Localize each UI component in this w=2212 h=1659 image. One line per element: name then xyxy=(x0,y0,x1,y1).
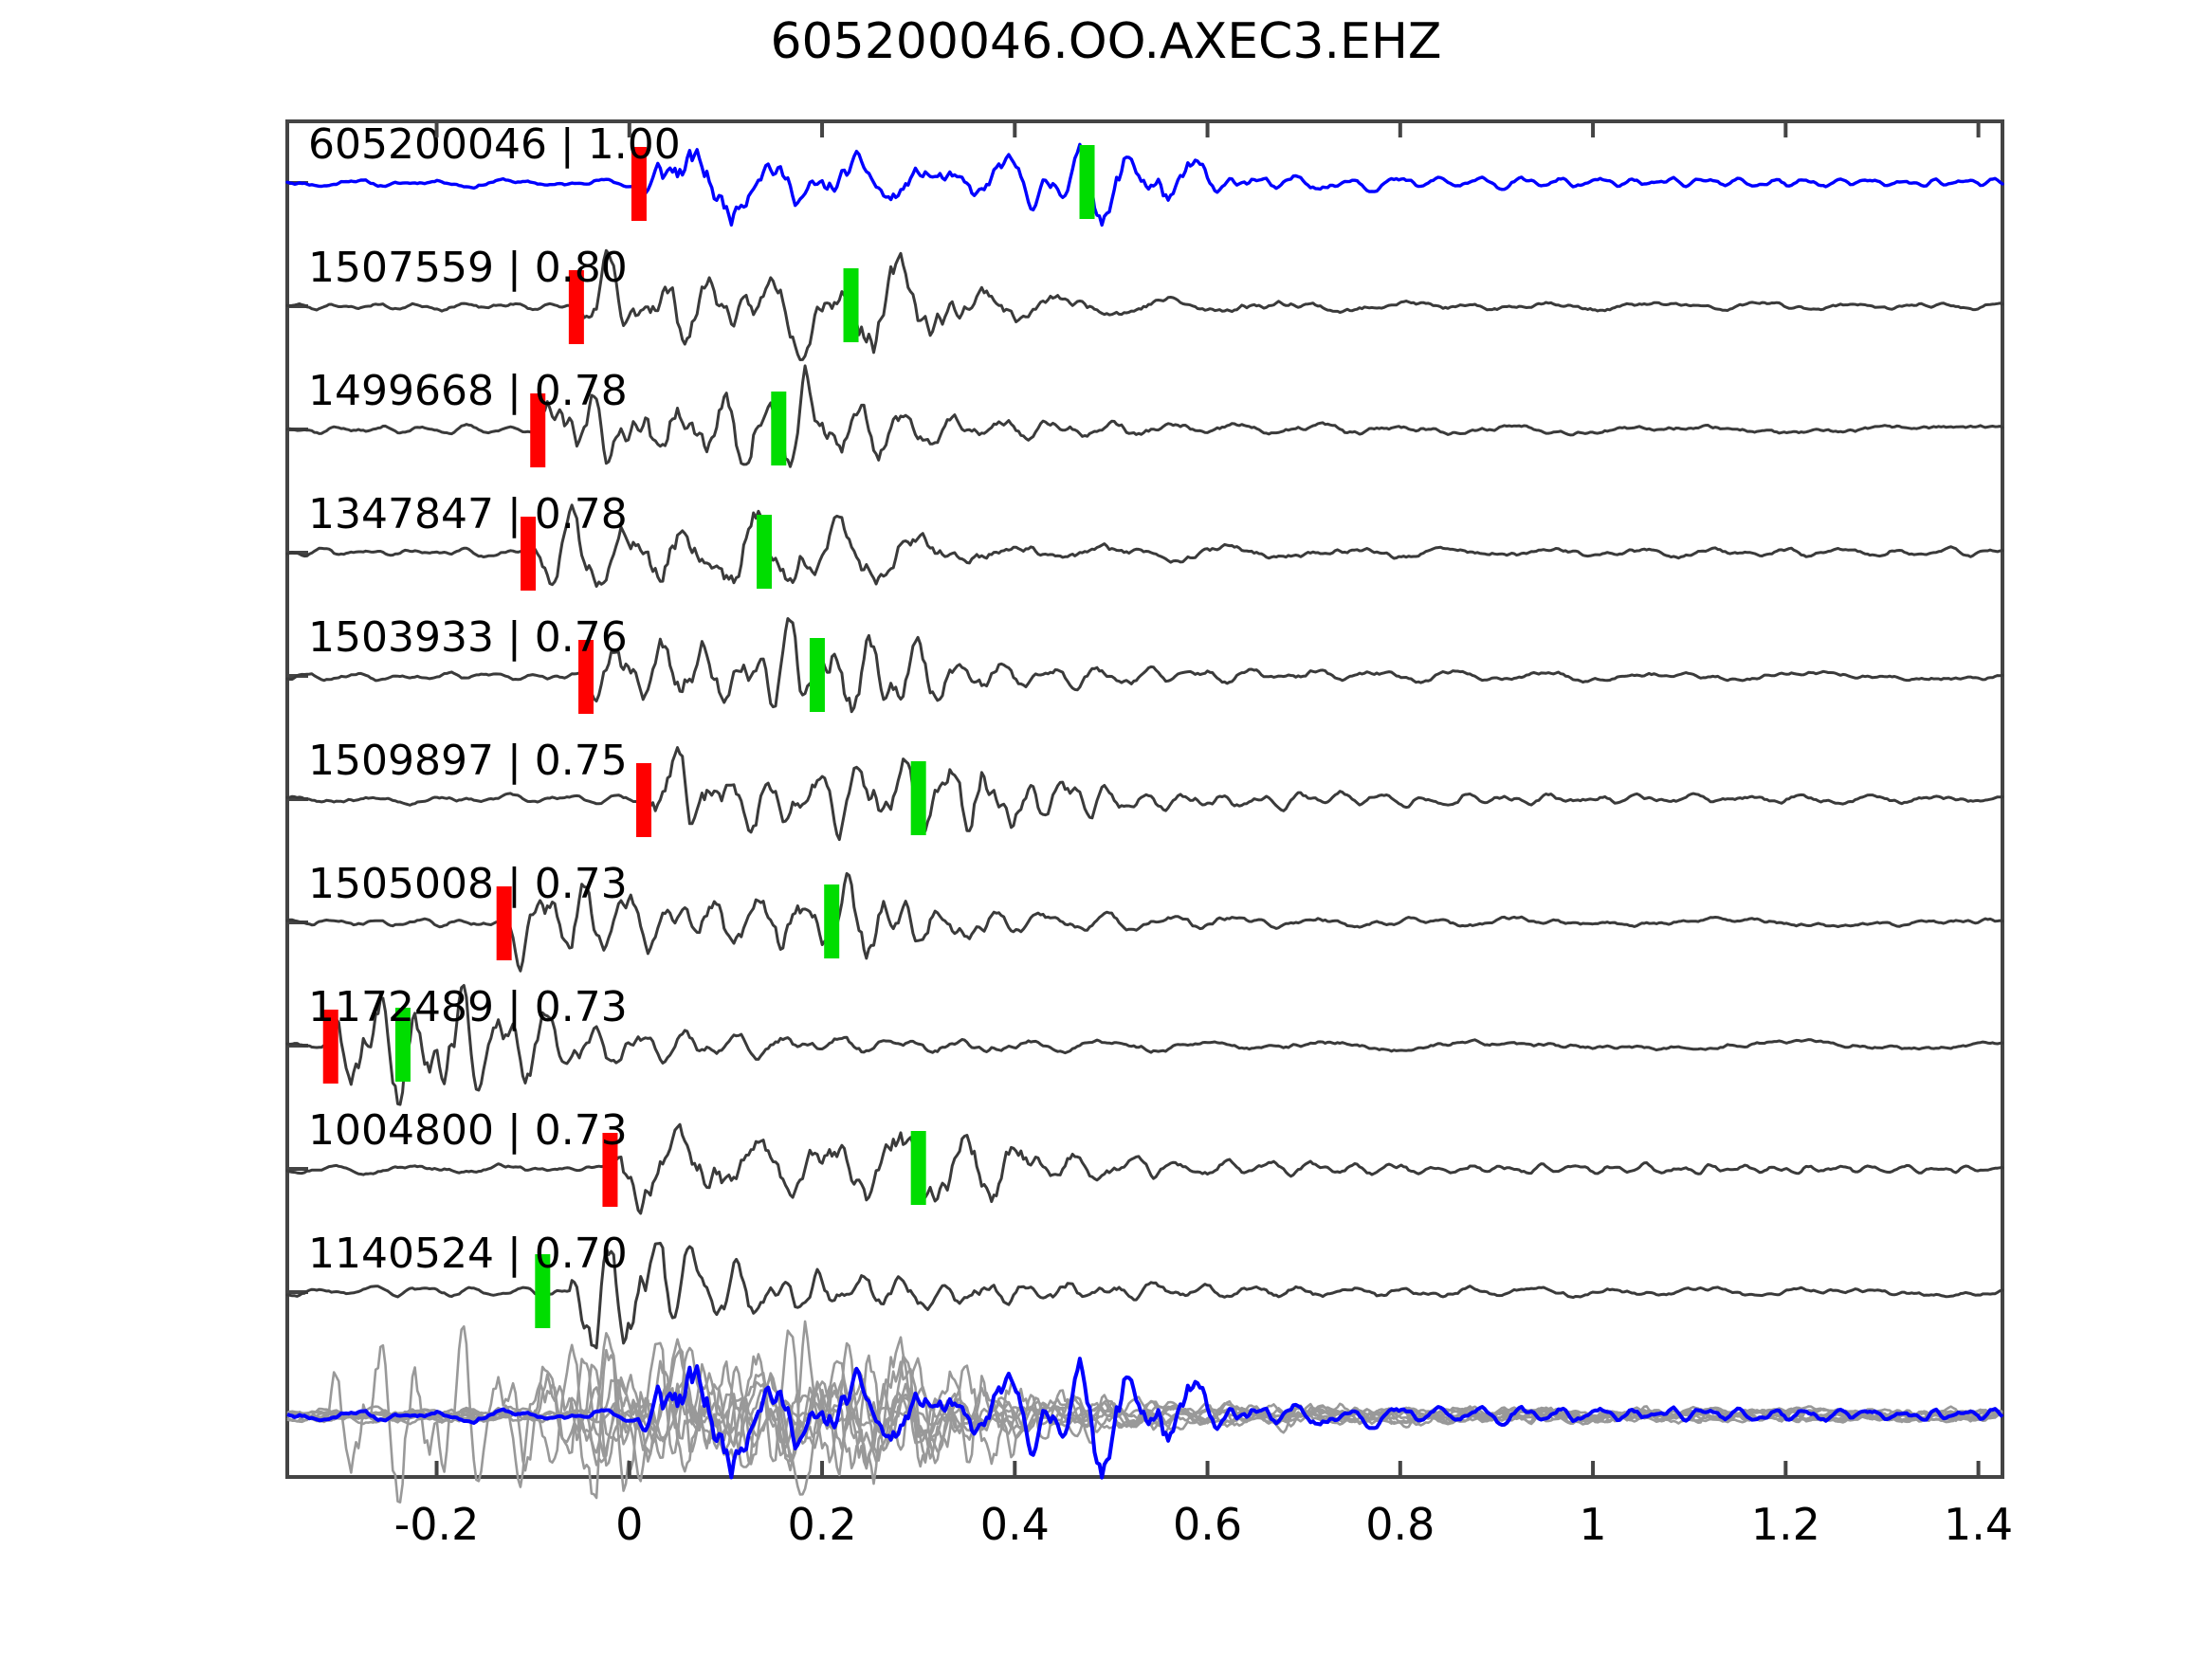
trace-label: 1172489 | 0.73 xyxy=(308,983,628,1031)
trace-label: 1499668 | 0.78 xyxy=(308,367,628,415)
trace-label: 1509897 | 0.75 xyxy=(308,737,628,785)
s-pick-marker xyxy=(910,1131,926,1205)
trace-line xyxy=(285,617,2004,714)
x-tick-label: 1 xyxy=(1579,1499,1606,1550)
s-pick-marker xyxy=(1079,145,1095,219)
x-tick-label: 1.4 xyxy=(1944,1499,2013,1550)
trace-label: 1140524 | 0.70 xyxy=(308,1230,628,1278)
s-pick-marker xyxy=(843,268,859,342)
x-axis-tick-group: -0.2 0 0.2 0.4 0.6 0.8 1 1.2 1.4 xyxy=(394,121,2013,1550)
trace-label: 1505008 | 0.73 xyxy=(308,860,628,908)
stacked-trace-line xyxy=(286,1341,2003,1500)
trace-label: 605200046 | 1.00 xyxy=(308,120,681,169)
x-tick-label: 0.4 xyxy=(980,1499,1050,1550)
trace-line xyxy=(285,872,2004,973)
p-pick-marker xyxy=(636,763,652,837)
stacked-reference-trace-line xyxy=(286,1357,2004,1480)
x-tick-label: -0.2 xyxy=(394,1499,480,1550)
p-pick-marker xyxy=(602,1133,618,1207)
trace-line xyxy=(285,746,2004,842)
trace-line xyxy=(285,1122,2004,1215)
s-pick-marker xyxy=(394,1008,411,1082)
p-pick-marker xyxy=(530,393,546,467)
s-pick-marker xyxy=(824,884,840,958)
trace-label: 1503933 | 0.76 xyxy=(308,613,628,662)
trace-line xyxy=(285,503,2004,588)
p-pick-marker xyxy=(496,886,512,960)
trace-label: 1347847 | 0.78 xyxy=(308,490,628,538)
p-pick-marker xyxy=(521,517,537,591)
trace-label: 1004800 | 0.73 xyxy=(308,1106,628,1155)
s-pick-marker xyxy=(771,392,787,465)
pick-marker-group xyxy=(322,145,1095,1328)
p-pick-marker xyxy=(322,1010,338,1084)
s-pick-marker xyxy=(809,638,825,712)
x-tick-label: 0.2 xyxy=(787,1499,856,1550)
trace-label: 1507559 | 0.80 xyxy=(308,244,628,292)
trace-label-group: 605200046 | 1.00 1507559 | 0.80 1499668 | … xyxy=(308,120,681,1278)
page-title: 605200046.OO.AXEC3.EHZ xyxy=(770,13,1442,70)
x-tick-label: 1.2 xyxy=(1751,1499,1820,1550)
x-tick-label: 0.6 xyxy=(1173,1499,1242,1550)
x-tick-label: 0 xyxy=(615,1499,643,1550)
trace-line xyxy=(285,364,2004,468)
x-tick-label: 0.8 xyxy=(1365,1499,1435,1550)
p-pick-marker xyxy=(631,147,647,221)
p-pick-marker xyxy=(568,270,584,344)
s-pick-marker xyxy=(535,1254,551,1328)
trace-line xyxy=(285,984,2004,1106)
s-pick-marker xyxy=(910,761,926,835)
reference-trace-line xyxy=(285,142,2004,228)
trace-line xyxy=(285,1241,2004,1350)
s-pick-marker xyxy=(757,515,773,589)
p-pick-marker xyxy=(578,640,594,714)
